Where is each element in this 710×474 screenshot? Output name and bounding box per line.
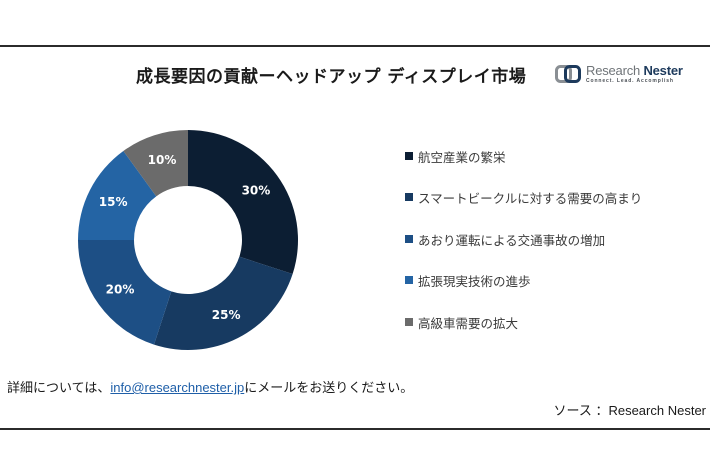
legend-swatch-icon xyxy=(405,235,413,243)
logo-wordmark: Research Nester xyxy=(586,63,683,78)
bottom-divider xyxy=(0,428,710,430)
slice-value-label: 15% xyxy=(99,195,128,209)
legend-item: 高級車需要の拡大 xyxy=(405,312,518,332)
legend-label: 拡張現実技術の進歩 xyxy=(418,273,531,289)
slice-value-label: 20% xyxy=(106,282,135,296)
contact-email-link[interactable]: info@researchnester.jp xyxy=(110,380,245,395)
contact-suffix: にメールをお送りください。 xyxy=(244,380,414,395)
logo-tagline: Connect. Lead. Accomplish xyxy=(586,78,674,84)
legend-swatch-icon xyxy=(405,152,413,160)
source-credit: ソース ：Research Nester xyxy=(553,403,707,418)
logo-mark-icon xyxy=(555,65,581,83)
slice-value-label: 10% xyxy=(148,153,177,167)
legend-swatch-icon xyxy=(405,318,413,326)
chart-title: 成長要因の貢献ーヘッドアップ ディスプレイ市場 xyxy=(136,67,527,87)
legend-label: スマートビークルに対する需要の高まり xyxy=(418,190,643,206)
donut-slice xyxy=(154,256,293,350)
legend-item: 拡張現実技術の進歩 xyxy=(405,270,531,290)
contact-note: 詳細については、info@researchnester.jpにメールをお送りくだ… xyxy=(7,377,413,396)
legend-item: 航空産業の繁栄 xyxy=(405,146,506,166)
legend-item: あおり運転による交通事故の増加 xyxy=(405,229,605,249)
legend-swatch-icon xyxy=(405,193,413,201)
legend-swatch-icon xyxy=(405,276,413,284)
legend-item: スマートビークルに対する需要の高まり xyxy=(405,187,642,207)
donut-slice xyxy=(188,130,298,274)
research-nester-logo: Research Nester Connect. Lead. Accomplis… xyxy=(555,63,685,87)
slice-value-label: 30% xyxy=(242,184,271,198)
legend-label: 航空産業の繁栄 xyxy=(418,149,506,165)
slice-value-label: 25% xyxy=(212,308,241,322)
legend-label: あおり運転による交通事故の増加 xyxy=(418,232,606,248)
top-divider xyxy=(0,45,710,47)
donut-slice xyxy=(123,130,188,197)
donut-slice xyxy=(78,240,172,345)
donut-slice xyxy=(78,151,157,240)
contact-prefix: 詳細については、 xyxy=(7,380,111,395)
legend-label: 高級車需要の拡大 xyxy=(418,315,519,331)
